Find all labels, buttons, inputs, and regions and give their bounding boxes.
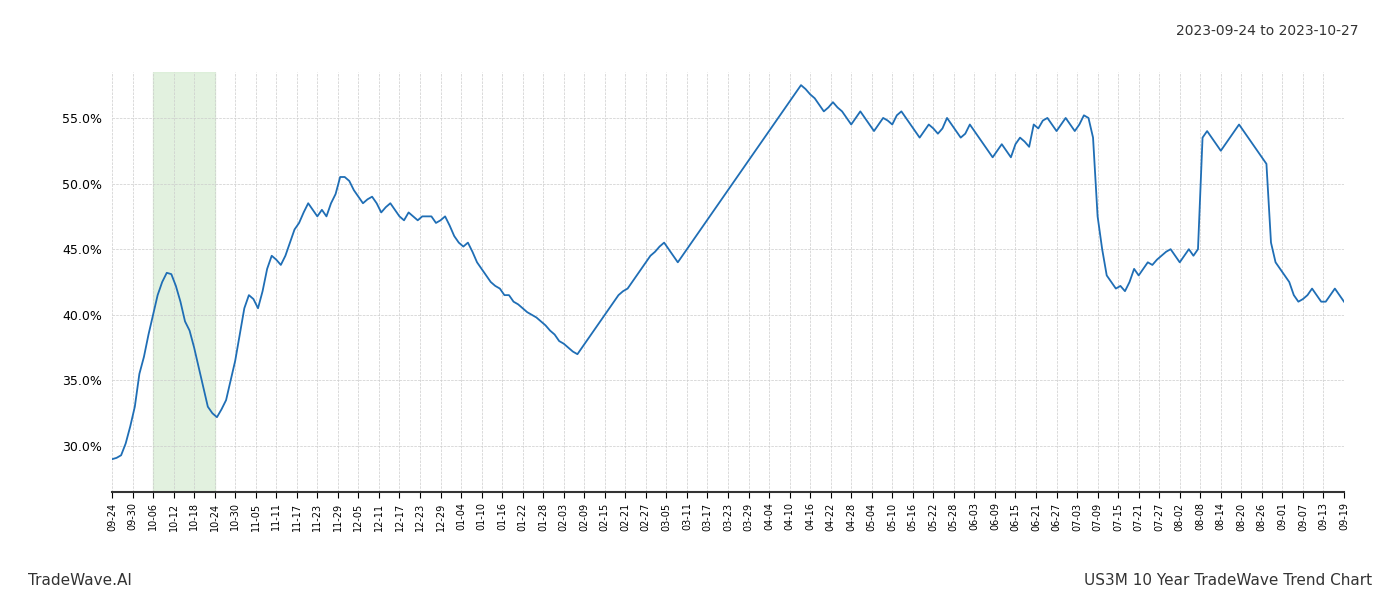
Text: US3M 10 Year TradeWave Trend Chart: US3M 10 Year TradeWave Trend Chart bbox=[1084, 573, 1372, 588]
Text: TradeWave.AI: TradeWave.AI bbox=[28, 573, 132, 588]
Bar bbox=[153, 72, 214, 492]
Text: 2023-09-24 to 2023-10-27: 2023-09-24 to 2023-10-27 bbox=[1176, 24, 1358, 38]
